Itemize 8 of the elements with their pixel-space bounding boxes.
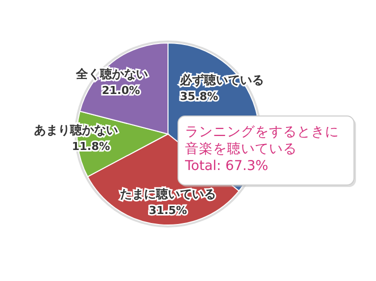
slice-label: 全く聴かない xyxy=(75,67,148,81)
data-label: 21.0% xyxy=(102,84,140,97)
data-label: 31.5% xyxy=(148,204,188,217)
slice-label: たまに聴いている xyxy=(120,187,216,201)
data-label: 35.8% xyxy=(180,90,218,103)
text: ランニングをするときに音楽を聴いている xyxy=(185,124,339,157)
slice-label: 必ず聴いている xyxy=(179,73,264,87)
text: Total: 67.3% xyxy=(184,158,268,174)
